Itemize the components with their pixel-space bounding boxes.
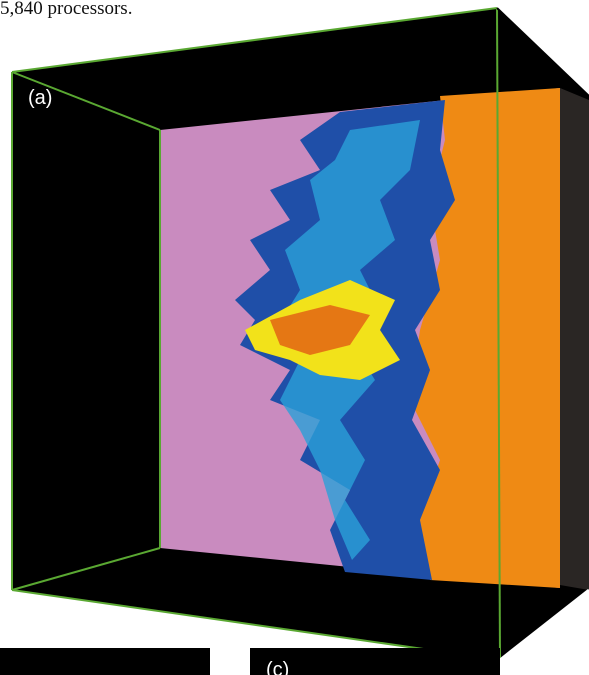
cube-side-face	[560, 88, 589, 590]
panel-label: (c)	[266, 659, 289, 675]
page: {"caption_fragment": "5,840 processors."…	[0, 0, 589, 675]
caption-fragment: 5,840 processors.	[0, 0, 132, 19]
panel-label: (a)	[28, 87, 52, 109]
figure: 5,840 processors. (a) (c)	[0, 0, 589, 675]
panel-b-crop	[0, 648, 210, 675]
